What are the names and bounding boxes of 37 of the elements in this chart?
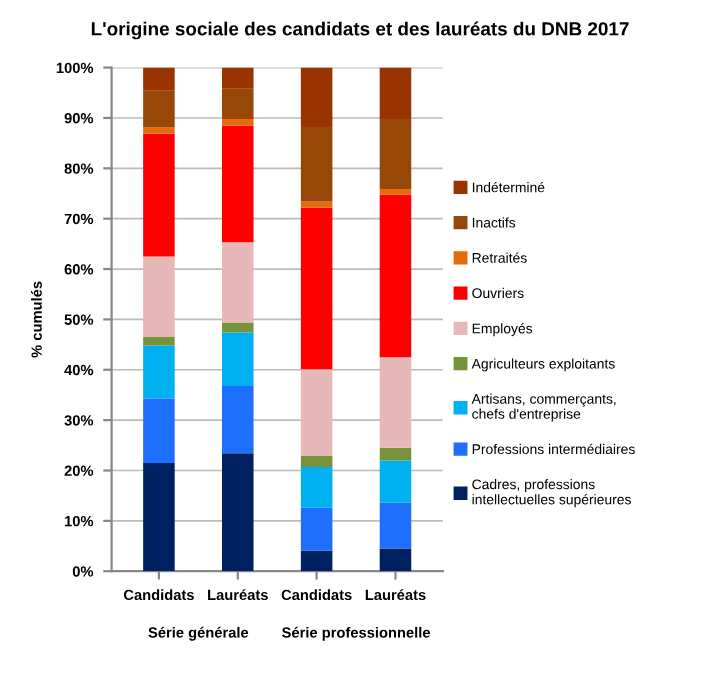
bar xyxy=(222,118,254,126)
bar xyxy=(300,507,333,551)
bar xyxy=(300,369,333,456)
bar xyxy=(300,201,333,208)
bar xyxy=(143,462,175,572)
bar xyxy=(222,125,254,243)
bar xyxy=(222,453,254,572)
bar xyxy=(300,455,333,467)
bar xyxy=(379,447,412,461)
bar xyxy=(300,466,333,508)
bar xyxy=(300,207,333,370)
bar xyxy=(222,385,254,454)
bar xyxy=(300,67,333,128)
bar xyxy=(143,345,175,399)
bar xyxy=(379,502,412,549)
bar xyxy=(379,548,412,572)
bar xyxy=(379,188,412,195)
bar xyxy=(222,88,254,119)
bar xyxy=(379,357,412,448)
bar xyxy=(143,127,175,134)
bar xyxy=(300,550,333,572)
bar xyxy=(143,133,175,257)
bar xyxy=(143,67,175,91)
bar xyxy=(222,322,254,333)
bar xyxy=(143,90,175,128)
bar xyxy=(379,194,412,358)
bar xyxy=(222,67,254,89)
bar xyxy=(143,256,175,338)
bar xyxy=(300,127,333,202)
bar xyxy=(143,398,175,463)
bar xyxy=(379,118,412,189)
bar xyxy=(222,242,254,323)
bar xyxy=(379,67,412,119)
bar xyxy=(222,332,254,386)
bar xyxy=(379,460,412,503)
chart-title: L'origine sociale des candidats et des lauréats du DNB 2017 xyxy=(91,21,629,40)
bar xyxy=(143,337,175,346)
